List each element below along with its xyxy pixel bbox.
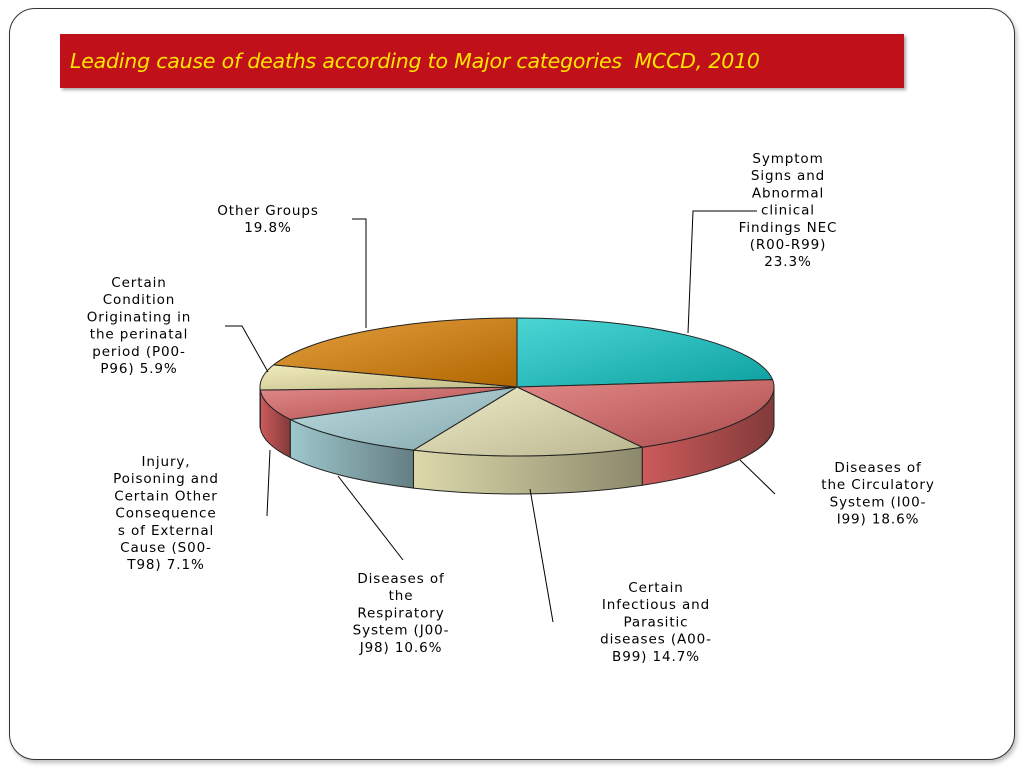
pie-slice <box>272 317 518 388</box>
slice-label-line: J98) 10.6% <box>359 640 443 656</box>
slice-label-line: Certain Other <box>114 488 217 504</box>
slice-label-line: the Circulatory <box>821 477 934 493</box>
slice-label-line: System (J00- <box>353 623 450 639</box>
leader-line <box>352 218 367 328</box>
leader-line <box>529 488 554 623</box>
slice-label-line: 19.8% <box>244 220 291 236</box>
slice-label-line: T98) 7.1% <box>126 557 204 573</box>
slice-label-line: Cause (S00- <box>120 540 212 556</box>
slice-label-line: Infectious and <box>602 597 710 613</box>
slice-label-line: I99) 18.6% <box>837 512 920 528</box>
slice-label-line: Parasitic <box>624 614 689 630</box>
slice-label-line: Certain <box>628 580 683 596</box>
slice-label-line: B99) 14.7% <box>612 649 700 665</box>
leader-line <box>225 325 269 373</box>
slice-label: Certain Condition Originating in the perina… <box>87 275 191 377</box>
slice-label-line: System (I00- <box>830 494 927 510</box>
slice-label: Certain Infectious and Parasitic diseases (… <box>600 580 712 665</box>
slice-label: Other Groups 19.8% <box>217 203 319 236</box>
title-banner: Leading cause of deaths according to Maj… <box>60 34 904 88</box>
slice-label-line: Other Groups <box>217 203 319 219</box>
slice-label-line: Injury, <box>142 454 191 470</box>
leader-line <box>337 475 404 561</box>
slice-label-line: Symptom <box>752 151 823 167</box>
slice-label: Diseases of the Circulatory System (I00- I9… <box>821 460 934 528</box>
pie-slice <box>516 317 774 388</box>
slice-label-line: the <box>389 588 414 604</box>
slice-label-line: Poisoning and <box>113 471 219 487</box>
slice-label: Symptom Signs and Abnormal clinical Findings… <box>739 151 838 270</box>
slice-label-line: the perinatal <box>90 327 188 343</box>
slice-label-line: Abnormal <box>752 185 824 201</box>
slice-label-line: Findings NEC <box>739 220 838 236</box>
slice-label-line: (R00-R99) <box>750 237 827 253</box>
slice-label-line: Signs and <box>751 168 825 184</box>
pie-slices <box>259 317 775 495</box>
slice-label: Injury, Poisoning and Certain Other Consequ… <box>113 454 219 573</box>
slice-label-line: Consequence <box>115 506 216 522</box>
slice-label-line: s of External <box>118 523 214 539</box>
slice-label-line: Diseases of <box>357 571 445 587</box>
slice-label: Diseases of the Respiratory System (J00-J98… <box>353 571 450 656</box>
leader-line <box>739 459 776 495</box>
slice-label-line: Certain <box>111 275 166 291</box>
slice-label-line: Condition <box>103 292 176 308</box>
leader-line <box>687 210 757 334</box>
slice-label-line: clinical <box>761 203 815 219</box>
chart-title: Leading cause of deaths according to Maj… <box>70 49 760 73</box>
slice-label-line: P96) 5.9% <box>100 361 177 377</box>
pie-slice <box>288 386 518 451</box>
slice-labels: Symptom Signs and Abnormal clinical Findings… <box>87 151 934 665</box>
slice-label-line: Diseases of <box>834 460 922 476</box>
slice-label-line: diseases (A00- <box>600 632 712 648</box>
pie-slice <box>259 386 518 420</box>
pie-slice <box>411 386 644 457</box>
slice-label-line: Respiratory <box>357 605 444 621</box>
slice-label-line: 23.3% <box>764 254 811 270</box>
pie-slice <box>516 379 775 448</box>
slice-label-line: Originating in <box>87 309 191 325</box>
slice-label-line: period (P00- <box>92 344 186 360</box>
leader-line <box>266 449 271 517</box>
